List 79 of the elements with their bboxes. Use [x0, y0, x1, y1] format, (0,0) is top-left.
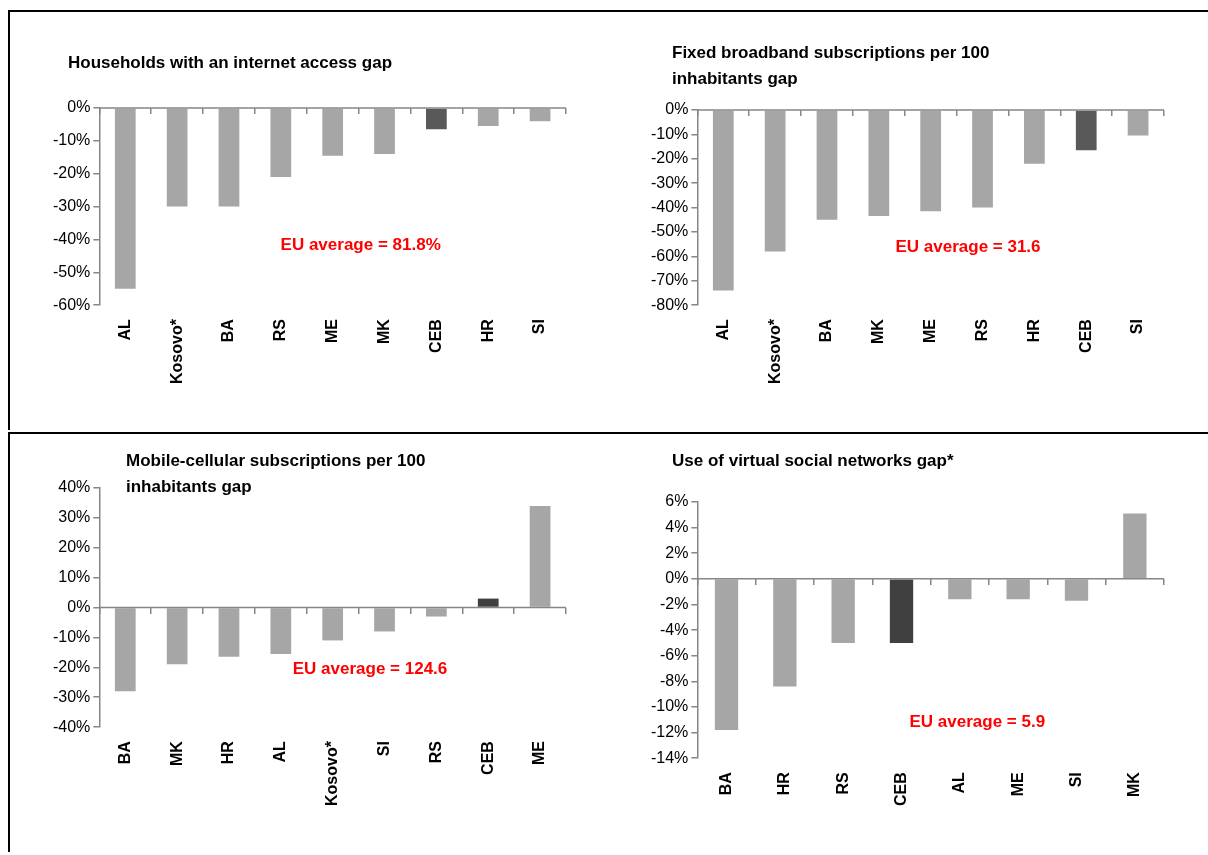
x-tick-label: CEB — [891, 772, 909, 806]
y-tick-label: -60% — [650, 246, 689, 264]
x-tick-label: HR — [1024, 318, 1042, 343]
y-tick-label: -50% — [52, 262, 91, 280]
y-tick-label: -2% — [659, 594, 689, 612]
y-tick-label: -14% — [650, 748, 689, 766]
x-tick-label: CEB — [426, 319, 444, 353]
y-tick-label: -12% — [650, 723, 689, 740]
x-tick-label: ME — [921, 318, 939, 344]
x-tick-label: HR — [775, 771, 793, 796]
x-tick-label: HR — [478, 318, 496, 343]
y-tick-label: 10% — [58, 568, 91, 586]
y-tick-label: 2% — [665, 543, 689, 561]
x-tick-label: BA — [219, 318, 237, 343]
x-tick-label: AL — [713, 318, 731, 341]
chart-title: Fixed broadband subscriptions per 100 inhabitants gap — [672, 42, 991, 90]
x-tick-label: Kosovo* — [323, 740, 341, 807]
x-tick-label: Kosovo* — [765, 318, 783, 385]
x-tick-label: RS — [426, 740, 444, 764]
x-tick-label: ME — [1008, 771, 1026, 797]
chart-title: Households with an internet access gap — [68, 52, 393, 74]
x-tick-label: SI — [530, 319, 548, 335]
y-tick-label: 30% — [58, 508, 91, 526]
y-tick-label: -40% — [650, 197, 689, 215]
x-tick-label: RS — [972, 318, 990, 342]
y-tick-label: -40% — [52, 717, 91, 735]
y-tick-label: 6% — [665, 492, 689, 510]
y-tick-label: -10% — [52, 131, 91, 149]
x-tick-label: MK — [374, 318, 392, 344]
y-tick-label: 4% — [665, 518, 689, 536]
x-tick-label: CEB — [1076, 319, 1094, 353]
x-tick-label: MK — [1125, 771, 1143, 798]
x-tick-label: CEB — [478, 741, 496, 775]
annotation: EU average = 81.8% — [280, 234, 441, 254]
y-tick-label: -30% — [52, 687, 91, 705]
y-tick-label: -10% — [650, 124, 689, 142]
y-tick-label: 0% — [665, 100, 689, 118]
x-tick-label: MK — [869, 318, 887, 344]
y-tick-label: -20% — [52, 164, 91, 182]
y-tick-label: -30% — [52, 196, 91, 214]
annotation: EU average = 31.6 — [895, 237, 1041, 257]
annotation: EU average = 124.6 — [292, 659, 448, 679]
x-tick-label: Kosovo* — [167, 318, 185, 385]
y-tick-label: 0% — [67, 98, 91, 116]
y-tick-label: -40% — [52, 229, 91, 247]
chart-title: Use of virtual social networks gap* — [672, 450, 954, 472]
y-tick-label: -8% — [659, 671, 689, 689]
y-tick-label: -6% — [659, 646, 689, 664]
y-tick-label: -20% — [52, 657, 91, 675]
x-tick-label: AL — [950, 771, 968, 794]
x-tick-label: BA — [115, 740, 133, 765]
y-tick-label: -20% — [650, 149, 689, 167]
y-tick-label: -10% — [650, 697, 689, 715]
y-tick-label: 0% — [665, 569, 689, 587]
x-tick-label: RS — [833, 771, 851, 795]
x-tick-label: AL — [115, 318, 133, 341]
x-tick-label: BA — [817, 318, 835, 343]
x-tick-label: ME — [530, 740, 548, 766]
y-tick-label: -60% — [52, 295, 91, 313]
y-tick-label: -30% — [650, 173, 689, 191]
x-tick-label: AL — [271, 740, 289, 763]
chart-title: Mobile-cellular subscriptions per 100 inhabitants gap — [126, 450, 427, 498]
y-tick-label: -50% — [650, 222, 689, 240]
x-tick-label: SI — [374, 741, 392, 757]
y-tick-label: -4% — [659, 620, 689, 638]
x-tick-label: BA — [716, 771, 734, 796]
y-tick-label: 20% — [58, 538, 91, 556]
x-tick-label: RS — [271, 318, 289, 342]
x-tick-label: HR — [219, 740, 237, 765]
y-tick-label: 0% — [67, 597, 91, 615]
x-tick-label: ME — [323, 318, 341, 344]
x-tick-label: SI — [1066, 772, 1084, 788]
x-tick-label: SI — [1128, 319, 1146, 335]
y-tick-label: -10% — [52, 627, 91, 645]
y-tick-label: -70% — [650, 271, 689, 289]
x-tick-label: MK — [167, 740, 185, 766]
y-tick-label: 40% — [58, 478, 91, 496]
y-tick-label: -80% — [650, 295, 689, 313]
annotation: EU average = 5.9 — [909, 712, 1046, 732]
